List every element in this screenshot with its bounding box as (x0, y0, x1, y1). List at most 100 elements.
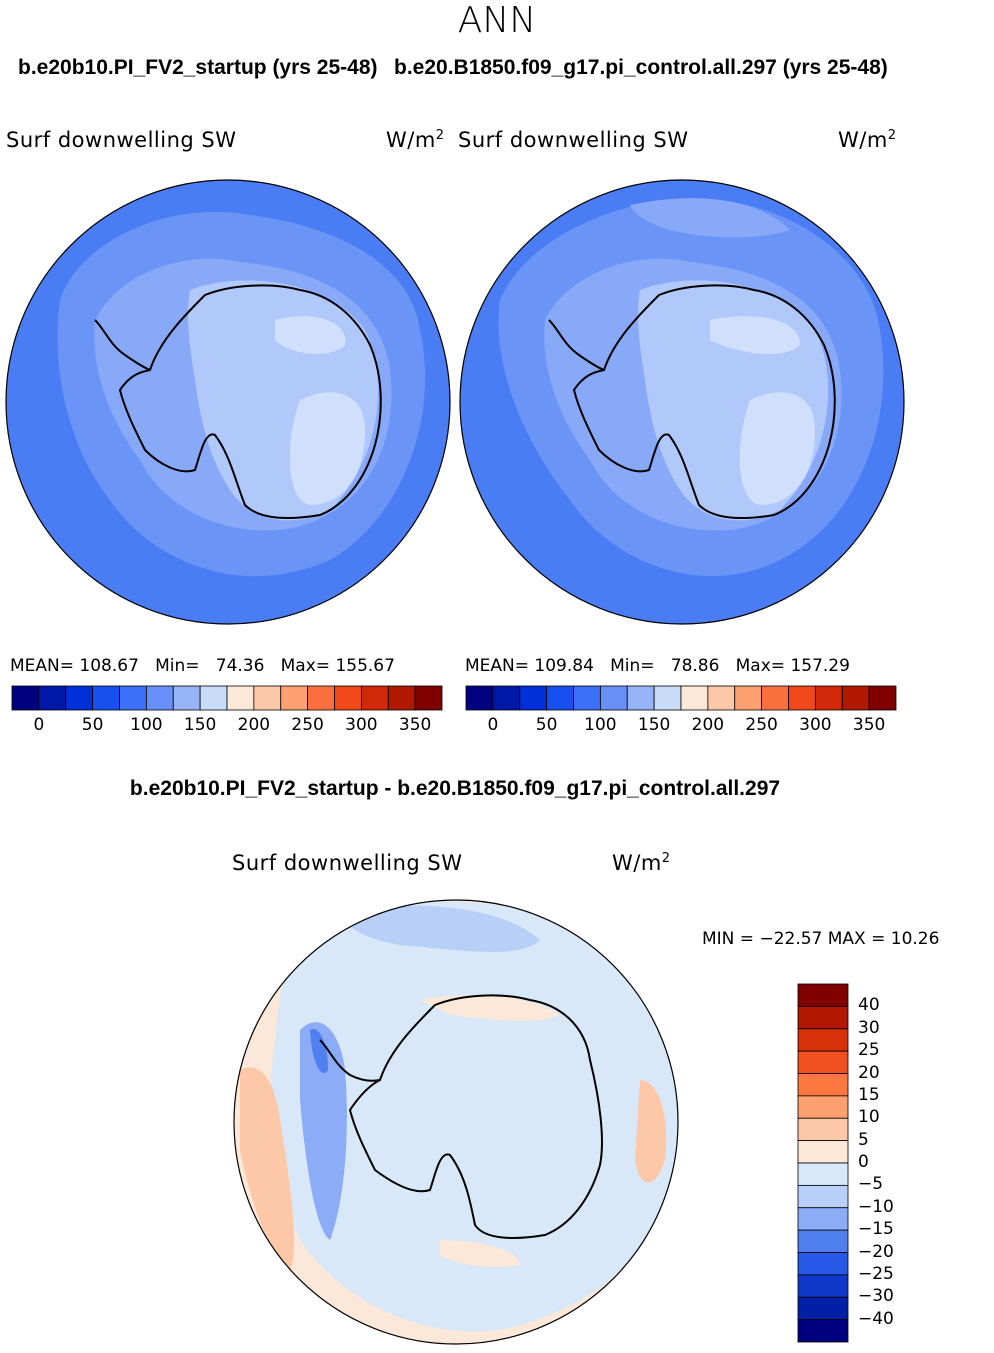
colorbar-panel-2-swatch (707, 685, 736, 711)
colorbar-panel-1-tick-label: 50 (81, 715, 104, 735)
panel-2-min: 78.86 (670, 656, 720, 676)
colorbar-panel-1-tick-label: 200 (237, 715, 271, 735)
diff-case-title: b.e20b10.PI_FV2_startup - b.e20.B1850.f0… (129, 777, 781, 800)
colorbar-panel-2-swatch (599, 685, 628, 711)
diff-variable: Surf downwelling SW (232, 851, 463, 875)
colorbar-panel-2-swatch (680, 685, 709, 711)
colorbar-panel-2-tick-label: 0 (487, 715, 499, 735)
panel-1-mean: 108.67 (79, 656, 139, 676)
colorbar-panel-2-swatch (492, 685, 521, 711)
panel-1-min: 74.36 (215, 656, 265, 676)
colorbar-panel-2-swatch (761, 685, 789, 711)
colorbar-diff-swatch (797, 1073, 849, 1097)
colorbar-diff-tick-label: 5 (858, 1129, 869, 1150)
colorbar-panel-2-swatch (573, 685, 601, 711)
figure-title: ANN (457, 0, 537, 41)
colorbar-panel-1-swatch (334, 685, 362, 711)
colorbar-panel-2-tick-label: 350 (852, 715, 886, 735)
colorbar-diff-swatch (797, 1184, 849, 1209)
map-diff-border (233, 899, 679, 1345)
colorbar-panel-2-tick-label: 250 (745, 715, 778, 735)
colorbar-diff-tick-label: 15 (858, 1084, 880, 1105)
colorbar-panel-1-swatch (387, 685, 416, 711)
colorbar-panel-2-tick-label: 100 (584, 715, 617, 735)
colorbar-panel-2-swatch (653, 685, 682, 711)
colorbar-diff-swatch (797, 1005, 849, 1030)
map-diff (234, 900, 678, 1344)
colorbar-panel-1-swatch (360, 685, 389, 711)
panel-2-units: W/m2 (838, 128, 897, 152)
colorbar-diff-tick-label: 20 (858, 1062, 880, 1083)
colorbar-panel-1-swatch (38, 685, 67, 711)
panel-1-variable: Surf downwelling SW (6, 128, 237, 152)
panel-1-units: W/m2 (386, 128, 445, 152)
colorbar-diff-swatch (797, 1274, 849, 1298)
colorbar-diff-tick-label: −25 (858, 1263, 894, 1284)
colorbar-panel-1-swatch (65, 685, 94, 711)
colorbar-diff-tick-label: 25 (858, 1040, 880, 1061)
colorbar-panel-1-tick-label: 150 (183, 715, 217, 735)
colorbar-panel-2 (465, 685, 897, 711)
colorbar-panel-2-tick-label: 150 (637, 715, 671, 735)
colorbar-diff-swatch (797, 1252, 849, 1276)
colorbar-panel-2-swatch (734, 685, 763, 711)
diff-min-max: MIN = −22.57 MAX = 10.26 (702, 929, 940, 949)
colorbar-diff-tick-label: 0 (858, 1152, 869, 1172)
colorbar-panel-1-tick-label: 300 (345, 715, 378, 735)
colorbar-diff-tick-label: −10 (858, 1196, 894, 1217)
colorbar-panel-1-swatch (226, 685, 255, 711)
colorbar-diff-tick-label: 40 (858, 995, 880, 1016)
colorbar-diff-tick-label: 30 (858, 1017, 880, 1038)
colorbar-diff-tick-label: −20 (858, 1241, 894, 1262)
panel-2-case-title: b.e20.B1850.f09_g17.pi_control.all.297 (… (394, 56, 888, 79)
colorbar-panel-1-swatch (414, 685, 443, 711)
colorbar-panel-2-swatch (788, 685, 816, 711)
colorbar-diff-swatch (797, 1296, 849, 1321)
panel-2-max: 157.29 (790, 656, 850, 676)
colorbar-panel-1 (11, 685, 443, 711)
colorbar-diff-swatch (797, 1140, 849, 1164)
panel-2-stats: MEAN= 109.84 Min= 78.86 Max= 157.29 (465, 656, 850, 676)
colorbar-panel-1-swatch (11, 685, 40, 711)
colorbar-panel-2-tick-label: 300 (799, 715, 832, 735)
colorbar-panel-1-tick-label: 0 (33, 715, 45, 735)
colorbar-diff-tick-label: 10 (858, 1107, 880, 1128)
colorbar-diff-swatch (797, 983, 849, 1007)
colorbar-diff-swatch (797, 1117, 849, 1142)
colorbar-panel-1-swatch (145, 685, 174, 711)
colorbar-diff-tick-label: −40 (858, 1308, 894, 1329)
panel-1-case-title: b.e20b10.PI_FV2_startup (yrs 25-48) (18, 56, 378, 79)
colorbar-diff (797, 983, 849, 1343)
colorbar-diff-tick-label: −15 (858, 1219, 894, 1240)
colorbar-diff-swatch (797, 1319, 849, 1343)
colorbar-diff-swatch (797, 1162, 849, 1186)
colorbar-panel-2-swatch (519, 685, 548, 711)
map-panel-2-border (459, 179, 905, 625)
panel-1-stats: MEAN= 108.67 Min= 74.36 Max= 155.67 (10, 656, 395, 676)
colorbar-panel-2-swatch (841, 685, 870, 711)
colorbar-diff-tick-label: −5 (858, 1174, 884, 1195)
colorbar-diff-swatch (797, 1050, 849, 1074)
map-panel-2 (460, 180, 904, 624)
colorbar-panel-1-swatch (172, 685, 201, 711)
colorbar-panel-2-swatch (546, 685, 574, 711)
colorbar-panel-1-swatch (253, 685, 282, 711)
colorbar-panel-2-tick-label: 200 (691, 715, 725, 735)
panel-1-max: 155.67 (335, 656, 395, 676)
colorbar-diff-swatch (797, 1095, 849, 1119)
colorbar-panel-2-swatch (814, 685, 843, 711)
colorbar-panel-2-tick-label: 50 (535, 715, 558, 735)
colorbar-diff-swatch (797, 1207, 849, 1231)
colorbar-panel-1-tick-label: 250 (291, 715, 324, 735)
colorbar-diff-swatch (797, 1229, 849, 1253)
colorbar-panel-1-tick-label: 100 (130, 715, 163, 735)
colorbar-panel-1-swatch (92, 685, 120, 711)
colorbar-panel-2-swatch (626, 685, 655, 711)
colorbar-panel-2-swatch (465, 685, 494, 711)
colorbar-panel-1-swatch (280, 685, 309, 711)
map-panel-1 (6, 180, 450, 624)
panel-2-variable: Surf downwelling SW (458, 128, 689, 152)
colorbar-panel-1-swatch (119, 685, 147, 711)
colorbar-panel-1-swatch (199, 685, 228, 711)
